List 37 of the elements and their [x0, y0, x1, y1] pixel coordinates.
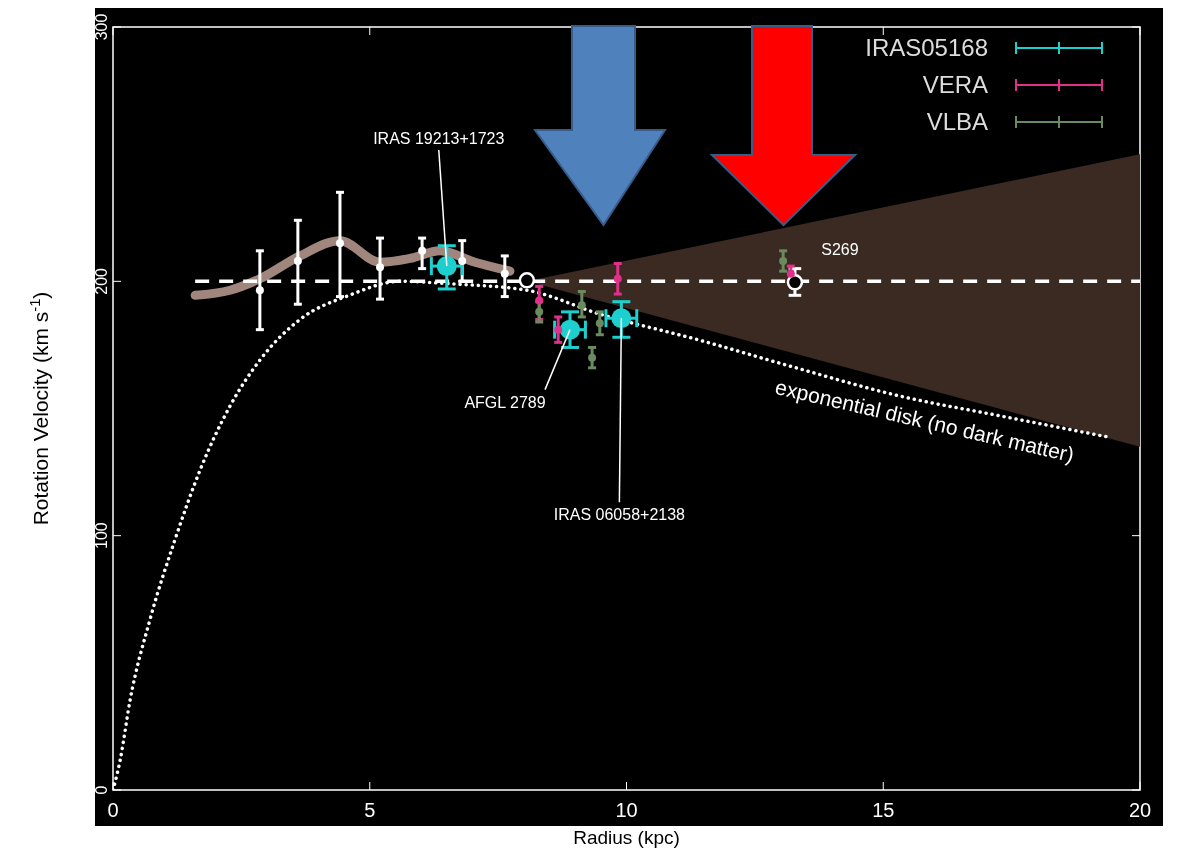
point [786, 269, 795, 278]
point [577, 301, 586, 310]
annotation: IRAS 19213+1723 [373, 130, 505, 148]
point [255, 286, 264, 295]
point [418, 246, 427, 255]
point [436, 256, 457, 277]
legend-label: IRAS05168 [865, 34, 988, 61]
x-tick-label: 5 [364, 799, 376, 821]
point [335, 239, 344, 248]
x-tick-label: 20 [1128, 799, 1152, 821]
legend-label: VERA [922, 71, 988, 98]
legend-label: VLBA [926, 108, 988, 135]
x-tick-label: 10 [615, 799, 638, 821]
point [293, 256, 302, 265]
point [458, 256, 467, 265]
point [595, 319, 604, 328]
point [588, 353, 597, 362]
point [611, 308, 632, 329]
y-tick-label: 0 [93, 785, 110, 795]
point [554, 325, 563, 334]
y-tick-label: 300 [93, 13, 110, 41]
point [518, 272, 536, 289]
y-tick-label: 200 [93, 267, 110, 295]
annotation: IRAS 06058+2138 [553, 506, 686, 524]
annotation: S269 [821, 241, 859, 259]
point [786, 274, 804, 291]
x-axis-title: Radius (kpc) [573, 827, 680, 848]
annotation: AFGL 2789 [464, 393, 546, 411]
point [500, 269, 509, 278]
point [613, 274, 622, 283]
point [560, 319, 581, 340]
x-tick-label: 15 [872, 799, 895, 821]
y-tick-label: 100 [93, 522, 110, 550]
point [535, 307, 544, 316]
point [376, 263, 385, 272]
point [779, 256, 788, 265]
annotation: exponential disk (no dark matter) [773, 375, 1077, 467]
